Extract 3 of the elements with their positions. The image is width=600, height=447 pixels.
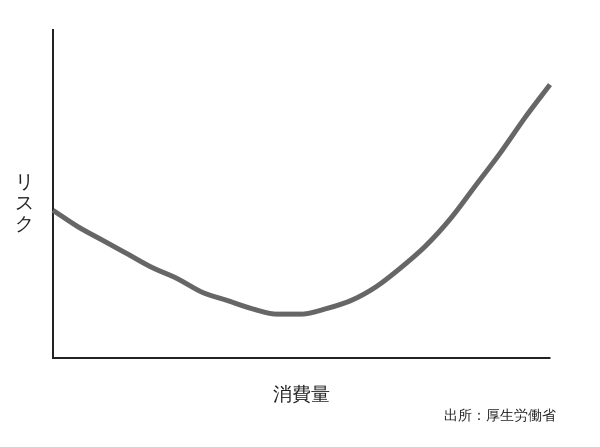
text: 出所：厚生労働省 (444, 407, 556, 425)
x-axis-title: 消費量 (273, 384, 330, 406)
y-axis-title: リスク (15, 171, 35, 235)
